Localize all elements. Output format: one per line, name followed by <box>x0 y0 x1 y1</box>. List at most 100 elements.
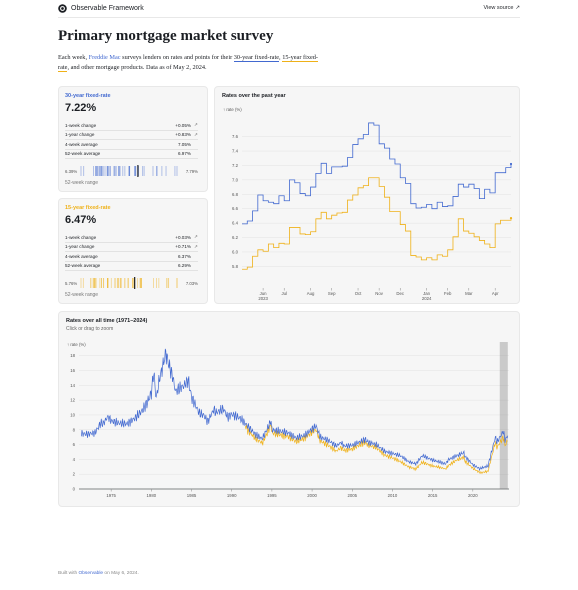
x-tick-label: 1980 <box>147 493 157 498</box>
last-point-0 <box>509 162 513 166</box>
x-tick-label: 2020 <box>468 493 478 498</box>
x-tick-label: 2015 <box>428 493 438 498</box>
stat-row: 1-year change +0.83% ↗ <box>65 131 198 140</box>
y-tick-label: 8 <box>73 427 76 432</box>
footer-text: Built with <box>58 571 79 576</box>
y-tick-label: 10 <box>70 412 75 417</box>
x-tick-label: 1995 <box>267 493 277 498</box>
y-tick-label: 18 <box>70 353 75 358</box>
stat-value: +0.03% <box>175 234 191 240</box>
observable-logo-icon <box>58 4 67 13</box>
x-tick-label: 2005 <box>347 493 357 498</box>
intro-text: Each week, <box>58 54 89 61</box>
stats-table: 1-week change +0.05% ↗ 1-year change +0.83%… <box>65 121 198 159</box>
external-link-icon: ↗ <box>515 5 520 11</box>
x-tick-label: 2010 <box>388 493 398 498</box>
range-max-label: 7.79% <box>186 169 198 174</box>
y-tick-label: 7.4 <box>232 149 239 154</box>
y-tick-label: 12 <box>70 398 75 403</box>
stat-label: 1-week change <box>65 122 97 128</box>
y-tick-label: 7.6 <box>232 134 239 139</box>
card-30-year: 30-year fixed-rate 7.22% 1-week change +0… <box>58 86 208 192</box>
stat-label: 1-year change <box>65 132 95 138</box>
x-tick-label: Aug <box>307 291 315 296</box>
y-tick-label: 16 <box>70 368 75 373</box>
x-tick-label: Oct <box>355 291 362 296</box>
trend-up-icon: ↗ <box>194 234 198 240</box>
trend-up-icon: ↗ <box>194 243 198 249</box>
view-source-label: View source <box>483 5 514 11</box>
footer: Built with Observable on May 6, 2024. <box>58 571 139 576</box>
x-tick-label: Jul <box>281 291 287 296</box>
intro-text: , and other mortgage products. Data as o… <box>67 64 207 71</box>
freddie-mac-link[interactable]: Freddie Mac <box>88 54 121 61</box>
stat-label: 1-year change <box>65 244 95 250</box>
stat-label: 4-week average <box>65 253 98 259</box>
y-tick-label: 5.8 <box>232 264 239 269</box>
range-label: 52-week range <box>65 292 99 298</box>
chart-subtitle: Click or drag to zoom <box>66 326 114 332</box>
y-tick-label: 14 <box>70 383 75 388</box>
range-label: 52-week range <box>65 180 99 186</box>
current-rate: 6.47% <box>65 214 97 226</box>
y-tick-label: 6.8 <box>232 192 239 197</box>
stat-row: 4-week average 6.37% <box>65 252 198 262</box>
stat-value: 6.97% <box>177 151 191 157</box>
stat-label: 52-week average <box>65 151 101 157</box>
y-tick-label: 6.2 <box>232 235 239 240</box>
stat-value: 6.37% <box>177 253 191 259</box>
link-30-year[interactable]: 30-year fixed-rate <box>233 54 280 62</box>
observable-link[interactable]: Observable <box>78 571 104 576</box>
x-tick-label: Mar <box>465 291 473 296</box>
x-tick-label: Feb <box>444 291 452 296</box>
intro-text: , <box>279 54 283 61</box>
y-tick-label: 7.2 <box>232 163 239 168</box>
x-tick-label: Apr <box>492 291 499 296</box>
x-tick-label: Nov <box>375 291 383 296</box>
current-rate: 7.22% <box>65 102 97 114</box>
intro-text: surveys lenders on rates and points for … <box>120 54 234 61</box>
stat-value: 7.05% <box>177 141 191 147</box>
range-min-label: 6.39% <box>65 169 77 174</box>
x-tick-label: Dec <box>396 291 404 296</box>
y-tick-label: 6.4 <box>232 221 239 226</box>
x-tick-label: Jan <box>423 291 431 296</box>
range-chart: 5.76% 7.03% <box>65 277 198 289</box>
brand-name: Observable Framework <box>71 5 144 12</box>
x-tick-label: 2000 <box>307 493 317 498</box>
y-tick-label: 2 <box>73 472 76 477</box>
stat-value: +0.83% <box>175 132 191 138</box>
y-tick-label: 6.6 <box>232 206 239 211</box>
x-tick-label: 1975 <box>106 493 116 498</box>
series-line-1 <box>242 177 512 270</box>
intro-paragraph: Each week, Freddie Mac surveys lenders o… <box>58 53 323 73</box>
y-axis-label: ↑ rate (%) <box>223 107 242 112</box>
stat-row: 52-week average 6.97% <box>65 150 198 159</box>
trend-up-icon: ↗ <box>194 131 198 137</box>
stat-row: 1-year change +0.71% ↗ <box>65 243 198 252</box>
stat-label: 1-week change <box>65 234 97 240</box>
y-tick-label: 4 <box>73 457 76 462</box>
view-source-link[interactable]: View source ↗ <box>484 5 520 11</box>
footer-text: on May 6, 2024. <box>103 571 139 576</box>
x-tick-label: Sep <box>328 291 336 296</box>
past-year-chart-card: Rates over the past year ↑ rate (%) 5.8 6.… <box>214 86 520 304</box>
brand[interactable]: Observable Framework <box>58 4 144 13</box>
range-min-label: 5.76% <box>65 281 77 286</box>
stat-row: 4-week average 7.05% <box>65 140 198 150</box>
chart-title: Rates over all time (1971–2024) <box>66 318 148 324</box>
series-line-30-year-fixed-rate <box>81 348 509 472</box>
stat-row: 52-week average 6.29% <box>65 262 198 271</box>
x-tick-label: 1985 <box>187 493 197 498</box>
all-time-chart[interactable]: ↑ rate (%) 0 2 4 6 8 10 12 14 16 18 1975 1980 1985 199… <box>59 312 521 508</box>
trend-up-icon: ↗ <box>194 122 198 128</box>
stat-label: 4-week average <box>65 141 98 147</box>
y-axis-label: ↑ rate (%) <box>67 342 86 347</box>
stats-table: 1-week change +0.03% ↗ 1-year change +0.71%… <box>65 233 198 271</box>
link-15-year[interactable]: 15-year fixed-rate <box>58 54 319 72</box>
y-tick-label: 6.0 <box>232 249 239 254</box>
x-tick-label: Jun <box>260 291 268 296</box>
stat-label: 52-week average <box>65 263 101 269</box>
x-tick-label: 1990 <box>227 493 237 498</box>
past-year-chart: ↑ rate (%) 5.8 6.0 6.2 6.4 6.6 6.8 7.0 7.2 7.4 7.6… <box>223 107 513 301</box>
